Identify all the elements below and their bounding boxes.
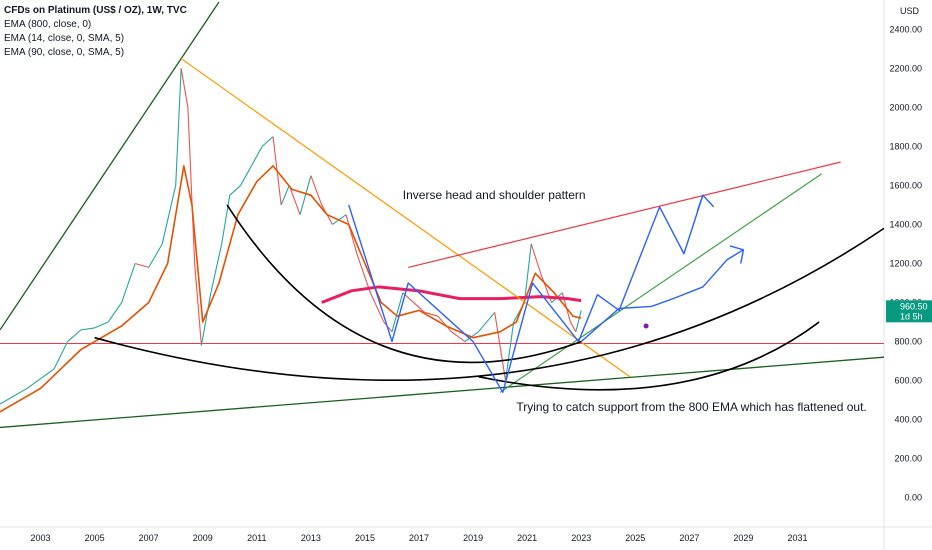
price-segment [288, 185, 301, 215]
legend-ema800: EMA (800, close, 0) [4, 19, 92, 30]
arrow-head [729, 245, 745, 264]
price-segment [250, 146, 263, 167]
y-tick-label: 400.00 [894, 415, 922, 425]
price-segment [391, 292, 404, 332]
x-tick-label: 2027 [679, 533, 699, 543]
legend-ema90: EMA (90, close, 0, SMA, 5) [4, 47, 125, 58]
x-tick-label: 2009 [193, 533, 213, 543]
x-tick-label: 2017 [409, 533, 429, 543]
price-segment [148, 243, 163, 268]
y-tick-label: 2400.00 [889, 24, 922, 34]
legend-ema14: EMA (14, close, 0, SMA, 5) [4, 33, 125, 44]
price-segment [356, 253, 371, 293]
y-tick-label: 1600.00 [889, 180, 922, 190]
x-tick-label: 2029 [733, 533, 753, 543]
price-segment [221, 195, 231, 245]
price-segment [229, 185, 241, 196]
price-segment [530, 243, 542, 274]
marker-dot [643, 323, 649, 329]
ema-14-line [0, 165, 582, 413]
currency-label: USD [900, 6, 920, 16]
y-tick-label: 1400.00 [889, 219, 922, 229]
support-annotation: Trying to catch support from the 800 EMA… [516, 400, 866, 414]
large-arc [94, 227, 885, 381]
price-segment [81, 327, 95, 331]
price-segment [240, 165, 252, 186]
price-segment [135, 262, 149, 268]
price-segment [261, 136, 274, 147]
legend-title: CFDs on Platinum (US$ / OZ), 1W, TVC [4, 5, 187, 16]
price-segment [413, 302, 425, 313]
y-tick-label: 1800.00 [889, 141, 922, 151]
left-arc [226, 204, 582, 364]
right-arc [478, 321, 820, 391]
arrow-head [696, 194, 715, 212]
y-tick-label: 0.00 [904, 493, 922, 503]
current-price-tag [886, 300, 932, 323]
price-segment [175, 68, 182, 186]
current-price-value: 960.50 [900, 301, 928, 311]
price-segment [575, 310, 582, 332]
x-tick-label: 2025 [625, 533, 645, 543]
price-segment [345, 214, 358, 254]
x-tick-label: 2003 [31, 533, 51, 543]
price-segment [280, 185, 290, 206]
price-segment [523, 243, 532, 303]
y-tick-label: 2200.00 [889, 63, 922, 73]
long-term-support-line [0, 356, 885, 429]
blue-pattern-path [348, 204, 580, 394]
x-tick-label: 2019 [463, 533, 483, 543]
rising-support-line [499, 173, 823, 393]
price-segment [40, 368, 55, 380]
y-tick-label: 200.00 [894, 454, 922, 464]
x-tick-label: 2031 [787, 533, 807, 543]
price-segment [161, 185, 177, 245]
neckline [408, 161, 841, 268]
x-tick-label: 2013 [301, 533, 321, 543]
price-segment [451, 331, 466, 343]
y-tick-label: 600.00 [894, 376, 922, 386]
price-segment [478, 311, 496, 333]
y-tick-label: 1200.00 [889, 259, 922, 269]
price-segment [187, 107, 196, 264]
chart-legend: CFDs on Platinum (US$ / OZ), 1W, TVC EMA… [4, 4, 187, 60]
price-segment [569, 321, 577, 333]
price-segment [504, 321, 515, 381]
descending-trendline [180, 58, 631, 378]
price-segment [53, 341, 69, 370]
long-term-uptrend-line [0, 1, 220, 331]
y-tick-label: 2000.00 [889, 102, 922, 112]
price-segment [67, 329, 82, 342]
pattern-annotation: Inverse head and shoulder pattern [403, 188, 586, 202]
price-segment [13, 387, 28, 397]
price-segment [310, 175, 323, 206]
bar-countdown: 1d 5h [900, 311, 923, 321]
price-segment [194, 263, 202, 346]
price-segment [210, 243, 223, 293]
price-segment [107, 302, 123, 323]
price-segment [424, 311, 439, 317]
price-segment [94, 321, 109, 329]
x-tick-label: 2015 [355, 533, 375, 543]
blue-projection-path [577, 194, 704, 342]
price-segment [369, 292, 385, 323]
y-tick-label: 800.00 [894, 337, 922, 347]
x-tick-label: 2007 [139, 533, 159, 543]
x-tick-label: 2005 [85, 533, 105, 543]
price-segment [437, 315, 452, 333]
x-tick-label: 2011 [247, 533, 266, 543]
price-segment [299, 175, 312, 215]
blue-projection-path-alt [580, 249, 744, 343]
price-segment [26, 378, 41, 389]
price-segment [494, 312, 507, 381]
price-segment [121, 263, 136, 303]
x-tick-label: 2023 [571, 533, 591, 543]
price-segment [0, 395, 14, 405]
ema-800-line [321, 285, 582, 304]
x-tick-label: 2021 [517, 533, 537, 543]
price-segment [200, 292, 212, 346]
price-segment [180, 68, 189, 108]
